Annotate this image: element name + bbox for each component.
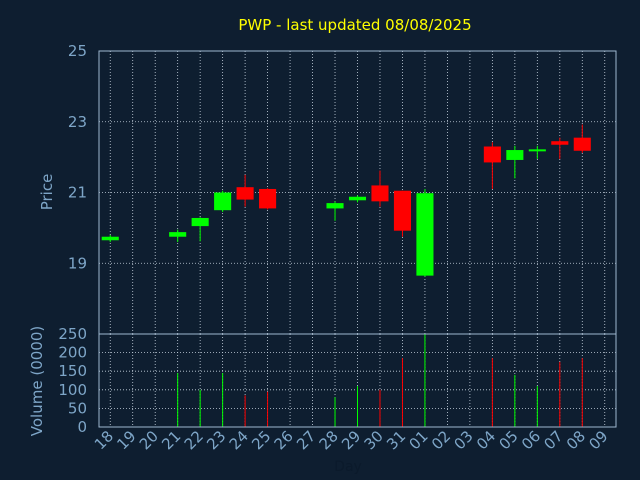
price-tick-label: 23 [68, 113, 87, 131]
volume-panel-frame [98, 333, 617, 428]
candle-body [483, 146, 501, 163]
candle-body [528, 149, 546, 152]
candle-body [259, 188, 277, 209]
price-tick-label: 25 [68, 42, 87, 60]
chart-title: PWP - last updated 08/08/2025 [238, 16, 471, 34]
candle-body [551, 141, 569, 145]
volume-tick-label: 100 [58, 381, 87, 399]
volume-tick-label: 200 [58, 344, 87, 362]
x-axis-ticks: 1819202122232425262728293031010203040506… [91, 427, 612, 453]
candle-body [214, 192, 232, 211]
candle-body [236, 187, 254, 200]
volume-tick-label: 50 [68, 399, 87, 417]
candle-body [371, 185, 389, 202]
candle-body [506, 150, 524, 160]
candle-body [326, 203, 344, 209]
candle-body [101, 236, 119, 241]
volume-axis-label: Volume (0000) [28, 326, 46, 436]
candle-body [348, 196, 367, 201]
price-tick-label: 21 [68, 184, 87, 202]
candle-body [393, 190, 411, 231]
volume-tick-label: 0 [77, 418, 87, 436]
candle-body [573, 137, 591, 151]
price-axis-label: Price [38, 174, 56, 211]
candle-body [191, 217, 209, 227]
price-y-ticks: 19 21 23 25 [68, 42, 87, 272]
candle-body [169, 232, 187, 237]
candle-body [416, 193, 434, 276]
price-tick-label: 19 [68, 254, 87, 272]
volume-tick-label: 150 [58, 362, 87, 380]
x-axis-label: Day [334, 459, 362, 475]
candles-layer [101, 124, 591, 277]
volume-bars-layer [177, 334, 583, 427]
volume-tick-label: 250 [58, 325, 87, 343]
